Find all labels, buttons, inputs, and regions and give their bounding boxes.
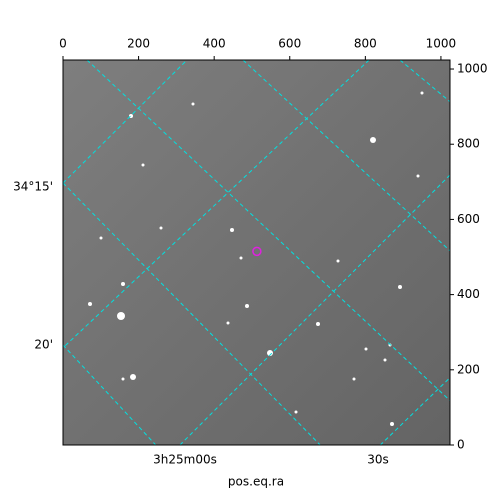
stars (88, 91, 424, 426)
target-marker (252, 246, 262, 257)
y-tick-label: 600 (457, 212, 480, 226)
ra-label: 30s (367, 453, 389, 467)
x-tick-label: 200 (127, 37, 150, 51)
ra-label: 3h25m00s (153, 453, 217, 467)
coordinate-grid (63, 60, 450, 445)
y-tick-label: 0 (457, 438, 465, 452)
x-tick-label: 0 (59, 37, 67, 51)
plot-frame (62, 59, 451, 446)
y-tick-label: 800 (457, 137, 480, 151)
y-tick-label: 1000 (457, 62, 488, 76)
sky-image (63, 60, 450, 445)
x-tick-label: 400 (203, 37, 226, 51)
x-tick-label: 1000 (426, 37, 457, 51)
x-tick-label: 600 (278, 37, 301, 51)
dec-label: 20' (34, 338, 53, 352)
y-tick-label: 400 (457, 287, 480, 301)
y-tick-label: 200 (457, 362, 480, 376)
dec-label: 34°15' (13, 180, 53, 194)
x-tick-label: 800 (354, 37, 377, 51)
x-axis-label: pos.eq.ra (228, 475, 284, 489)
